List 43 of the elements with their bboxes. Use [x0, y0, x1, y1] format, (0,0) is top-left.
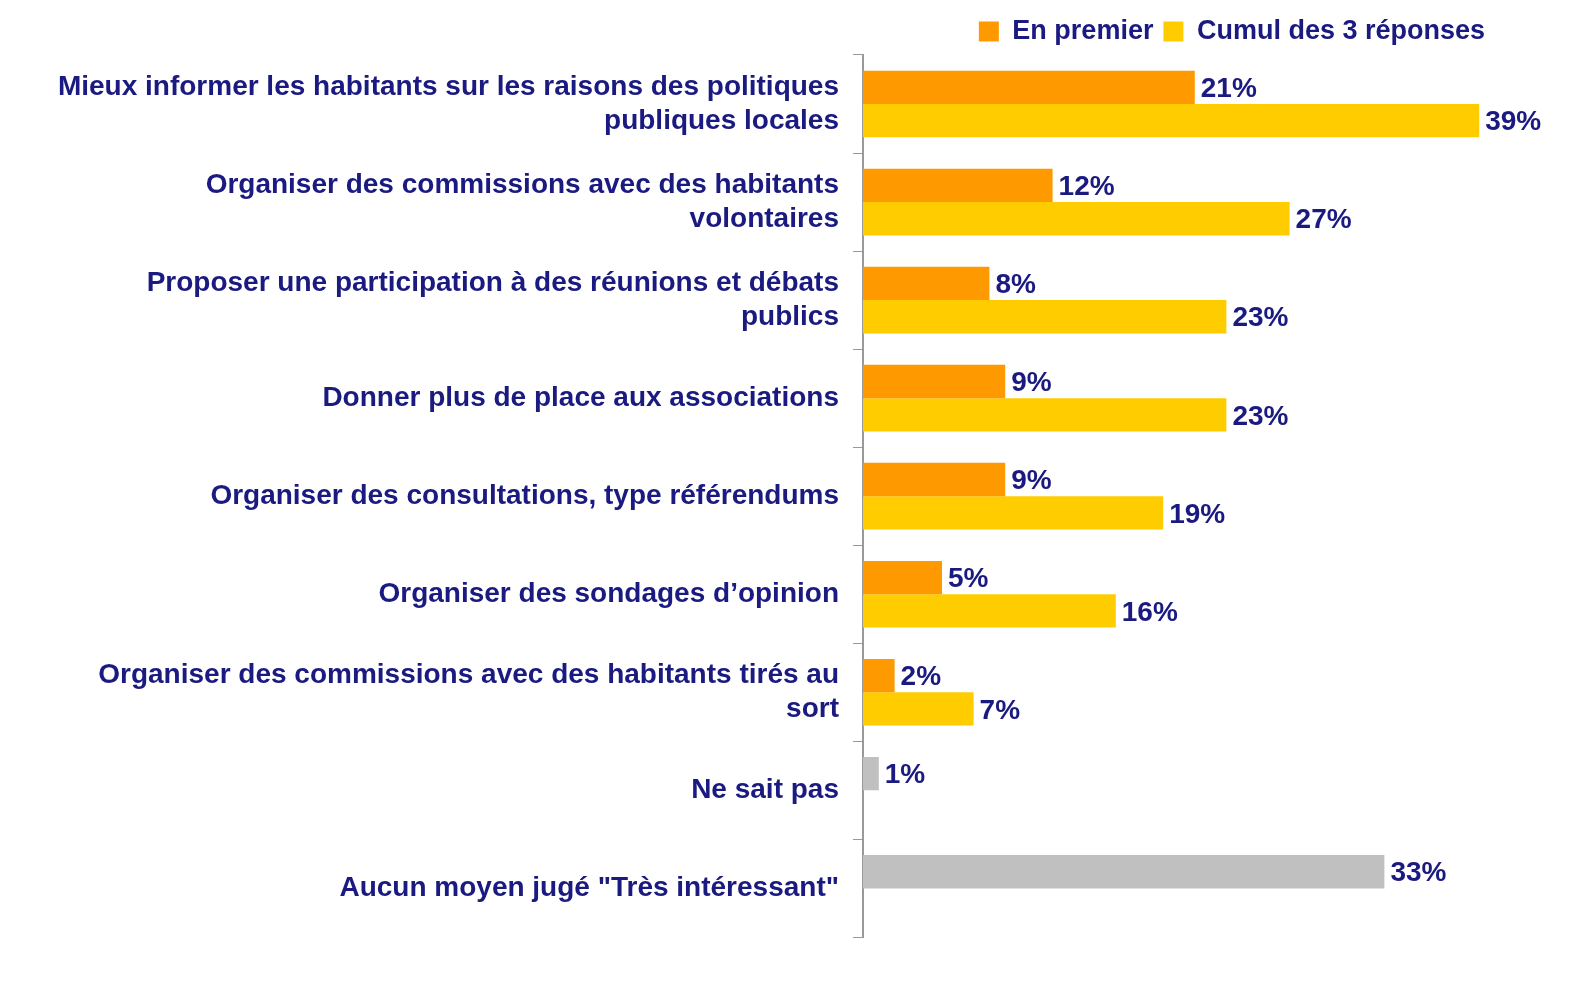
bar	[863, 757, 879, 791]
y-tick-label: Ne sait pas	[691, 773, 839, 805]
bar	[863, 70, 1195, 105]
data-label: 21%	[1200, 72, 1257, 104]
data-label: 7%	[979, 693, 1021, 725]
data-label: 1%	[884, 758, 926, 790]
bar	[863, 462, 1006, 497]
data-label: 33%	[1390, 856, 1447, 888]
data-label: 39%	[1485, 105, 1542, 137]
y-tick-label: Aucun moyen jugé "Très intéressant"	[339, 871, 839, 903]
data-label: 12%	[1058, 170, 1115, 202]
data-label: 8%	[995, 268, 1036, 300]
bar	[863, 364, 1006, 399]
y-tick-label: Proposer une participation à des réunions et débats publics	[146, 266, 839, 331]
bar	[863, 300, 1227, 334]
legend-label: En premier	[1012, 14, 1154, 45]
bar	[863, 594, 1116, 628]
data-label: 19%	[1169, 497, 1226, 529]
bar	[863, 855, 1385, 889]
data-label: 16%	[1121, 595, 1178, 627]
bar	[863, 398, 1227, 432]
data-label: 27%	[1295, 203, 1352, 235]
y-tick-label: Organiser des consultations, type référendums	[210, 478, 839, 510]
bar	[863, 266, 990, 301]
legend-label: Cumul des 3 réponses	[1196, 14, 1486, 45]
y-tick-label: Mieux informer les habitants sur les raisons des politiques publiques locales	[57, 69, 839, 135]
bar	[863, 168, 1053, 203]
bar	[863, 692, 974, 726]
data-label: 2%	[900, 660, 942, 692]
bar	[863, 496, 1164, 530]
y-tick-label: Organiser des commissions avec des habitants volontaires	[205, 167, 839, 233]
bar	[863, 658, 895, 693]
data-label: 23%	[1232, 399, 1289, 431]
data-label: 23%	[1232, 301, 1289, 333]
y-tick-label: Organiser des sondages d’opinion	[378, 576, 839, 608]
data-label: 5%	[948, 562, 989, 594]
data-label: 9%	[1011, 366, 1052, 398]
bar	[863, 560, 942, 595]
data-label: 9%	[1011, 464, 1052, 496]
y-tick-label: Donner plus de place aux associations	[322, 380, 839, 412]
bar	[863, 202, 1290, 236]
bar	[863, 104, 1480, 138]
y-tick-label: Organiser des commissions avec des habitants tirés au sort	[98, 658, 839, 723]
